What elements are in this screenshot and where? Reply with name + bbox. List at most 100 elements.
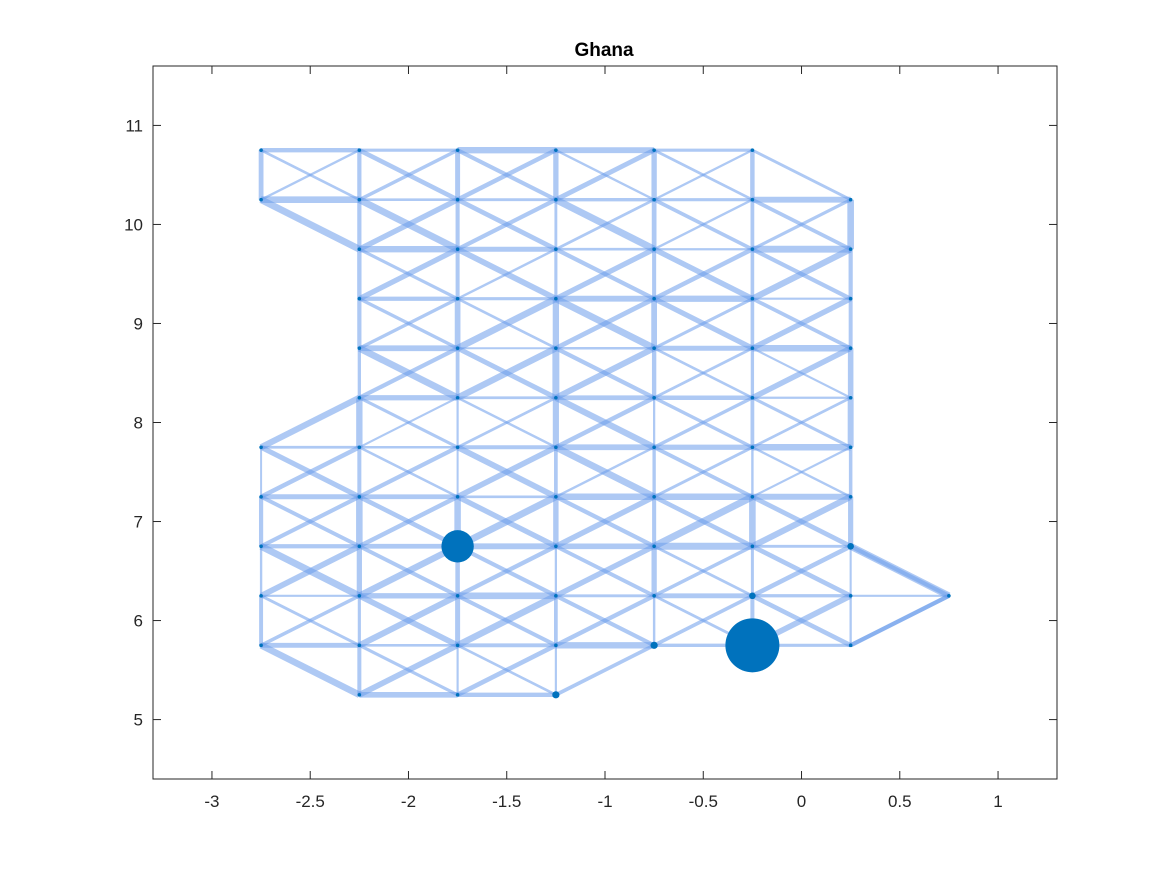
x-tick-label: 0.5 xyxy=(888,792,912,811)
network-edge xyxy=(750,246,853,302)
node-point xyxy=(554,197,558,202)
node-point xyxy=(455,148,460,152)
network-edge xyxy=(653,396,754,449)
y-tick-label: 9 xyxy=(134,314,143,333)
network-edge xyxy=(457,248,557,300)
network-edge xyxy=(456,544,557,598)
node-point xyxy=(357,593,362,598)
node-point xyxy=(554,296,558,301)
network-edge xyxy=(358,197,459,252)
network-nodes xyxy=(259,148,951,699)
network-edge xyxy=(555,198,655,251)
node-point xyxy=(750,395,755,400)
network-edge xyxy=(456,295,558,352)
large-node-point xyxy=(725,618,780,673)
network-edge xyxy=(358,494,459,549)
node-point xyxy=(455,643,460,648)
network-edge xyxy=(554,246,656,302)
network-edge xyxy=(456,197,557,252)
y-tick-label: 7 xyxy=(134,513,143,532)
y-tick-label: 8 xyxy=(134,414,143,433)
node-point xyxy=(455,247,460,252)
network-edge xyxy=(358,246,459,302)
network-edge xyxy=(456,396,557,449)
node-point xyxy=(652,247,656,252)
network-edge xyxy=(554,345,656,401)
x-tick-label: -2 xyxy=(401,792,416,811)
node-point xyxy=(357,494,362,499)
network-edge xyxy=(260,494,361,549)
x-axis: -3 -2.5 -2 -1.5 -1 -0.5 0 0.5 1 xyxy=(204,66,1003,811)
node-point xyxy=(259,197,263,202)
network-edge xyxy=(259,196,361,253)
node-point xyxy=(455,494,460,499)
network-edge xyxy=(652,493,754,550)
node-point xyxy=(750,494,755,499)
network-edge xyxy=(554,593,656,648)
node-point xyxy=(259,643,263,648)
network-edge xyxy=(653,247,754,301)
network-edge xyxy=(653,445,754,499)
node-point xyxy=(750,346,755,351)
node-point xyxy=(848,494,853,499)
node-point xyxy=(848,346,853,351)
network-edge xyxy=(653,198,753,251)
node-point xyxy=(455,346,460,351)
network-edge xyxy=(751,345,852,401)
node-point xyxy=(357,643,362,648)
node-point xyxy=(652,445,656,450)
large-node-point xyxy=(441,530,474,563)
x-tick-label: -3 xyxy=(204,792,219,811)
network-edge xyxy=(751,396,852,449)
node-point xyxy=(357,693,362,697)
network-edge xyxy=(653,544,754,598)
node-point xyxy=(848,643,853,648)
node-point xyxy=(455,445,460,450)
node-point xyxy=(357,346,362,351)
y-tick-label: 5 xyxy=(134,711,143,730)
network-edge xyxy=(751,296,852,351)
node-point xyxy=(652,395,656,400)
network-edge xyxy=(653,297,754,350)
network-edge xyxy=(259,394,361,451)
node-point xyxy=(750,296,755,301)
node-point xyxy=(554,395,558,400)
node-point xyxy=(750,148,755,152)
network-edge xyxy=(456,148,557,202)
node-point xyxy=(554,544,558,549)
network-edge xyxy=(456,643,557,697)
network-edge xyxy=(358,297,459,350)
node-point xyxy=(750,445,755,450)
node-point xyxy=(357,247,362,252)
network-edge xyxy=(260,149,360,201)
node-point xyxy=(652,148,656,152)
network-edge xyxy=(456,444,558,500)
node-point xyxy=(652,494,656,499)
x-tick-label: -1.5 xyxy=(492,792,521,811)
y-tick-label: 11 xyxy=(125,116,143,135)
network-edge xyxy=(259,642,361,698)
network-edge xyxy=(554,494,656,549)
node-point xyxy=(259,494,263,499)
network-edge xyxy=(653,346,754,399)
network-edge xyxy=(849,544,950,598)
network-edge xyxy=(751,446,852,498)
node-point xyxy=(357,197,362,202)
node-point xyxy=(554,643,558,648)
node-point xyxy=(848,247,853,252)
network-edge xyxy=(554,296,656,351)
y-tick-label: 6 xyxy=(134,612,143,631)
node-point xyxy=(750,247,755,252)
node-point xyxy=(259,544,263,549)
node-point xyxy=(750,197,755,202)
network-edge xyxy=(849,594,950,648)
node-point xyxy=(554,593,558,598)
node-point xyxy=(357,296,362,301)
y-axis: 5 6 7 8 9 10 11 xyxy=(124,116,1057,730)
node-point xyxy=(652,296,656,301)
network-edge xyxy=(260,594,361,647)
node-point xyxy=(357,445,362,450)
node-point xyxy=(847,542,854,550)
node-point xyxy=(455,395,460,400)
